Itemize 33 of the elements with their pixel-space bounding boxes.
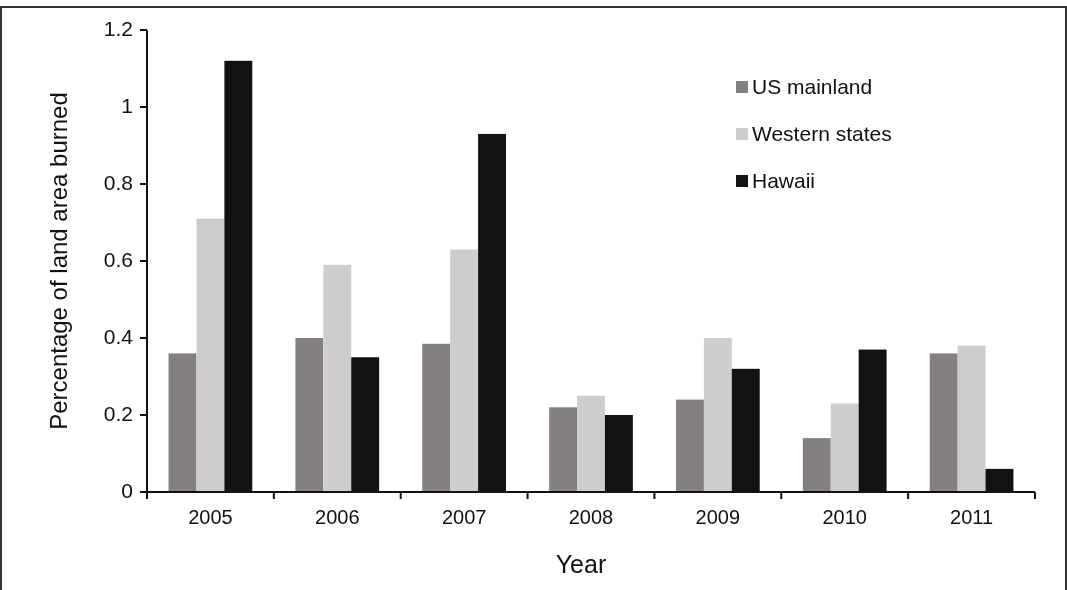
x-tick-label: 2011 — [950, 506, 994, 528]
y-tick-label: 0.6 — [103, 247, 133, 271]
bar — [577, 395, 605, 492]
y-tick-label: 0.8 — [103, 170, 133, 194]
bar — [295, 338, 324, 492]
y-tick-label: 1 — [121, 93, 133, 117]
x-tick-label: 2006 — [315, 506, 360, 528]
bar — [549, 407, 578, 492]
y-tick-label: 0 — [121, 478, 133, 502]
x-tick-label: 2005 — [188, 506, 233, 528]
legend-label: US mainland — [752, 74, 873, 98]
bar — [802, 438, 831, 492]
x-tick-label: 2007 — [441, 506, 487, 528]
bar — [957, 345, 986, 492]
y-axis-title: Percentage of land area burned — [45, 92, 72, 430]
bar — [196, 218, 225, 492]
bar — [830, 403, 859, 492]
x-tick-label: 2010 — [822, 506, 867, 528]
y-tick-label: 0.4 — [103, 324, 134, 348]
legend-label: Hawaii — [752, 168, 816, 192]
x-tick-label: 2008 — [568, 506, 614, 528]
bar — [675, 399, 704, 492]
x-tick-label: 2009 — [695, 506, 741, 528]
bar — [168, 353, 197, 492]
x-axis-title: Year — [555, 550, 607, 578]
bar — [450, 249, 479, 492]
y-tick-label: 0.2 — [103, 401, 133, 425]
bar — [929, 353, 958, 492]
legend-label: Western states — [752, 121, 892, 145]
bar — [422, 343, 451, 492]
bar — [703, 338, 732, 492]
bar — [323, 264, 352, 492]
y-tick-label: 1.2 — [103, 16, 133, 40]
